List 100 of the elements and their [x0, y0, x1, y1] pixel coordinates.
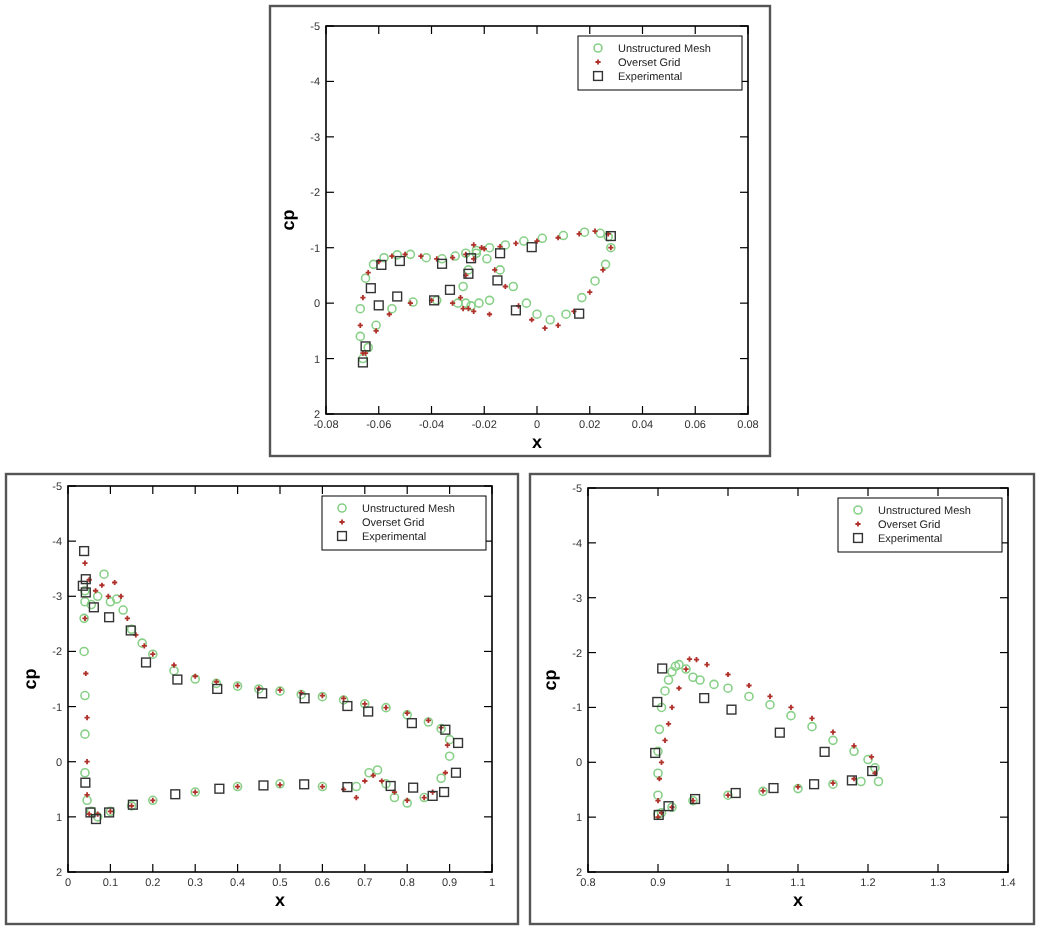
- point: [104, 612, 115, 623]
- point: [381, 778, 391, 789]
- point: [379, 252, 389, 263]
- point: [744, 691, 754, 702]
- point: [654, 724, 665, 735]
- point: [372, 765, 383, 775]
- point: [765, 699, 775, 710]
- point: [444, 734, 455, 745]
- point: [118, 605, 128, 615]
- point: [385, 780, 396, 792]
- point: [438, 786, 450, 798]
- point: [80, 729, 90, 739]
- point: [436, 773, 446, 784]
- point: [80, 597, 90, 607]
- point: [408, 782, 419, 793]
- point: [80, 690, 90, 701]
- point: [599, 266, 607, 274]
- point: [654, 797, 662, 805]
- point: [595, 228, 606, 239]
- point: [519, 236, 529, 246]
- point: [577, 292, 587, 303]
- point: [365, 283, 376, 294]
- point: [703, 661, 711, 669]
- point: [600, 259, 611, 270]
- point: [373, 300, 384, 311]
- point: [458, 281, 468, 292]
- point: [533, 237, 541, 245]
- point: [388, 252, 396, 260]
- point: [561, 309, 571, 320]
- point: [387, 303, 397, 314]
- point: [667, 666, 677, 677]
- point: [484, 295, 495, 306]
- point: [545, 314, 555, 325]
- point: [371, 320, 381, 331]
- point: [819, 746, 830, 757]
- point: [342, 781, 353, 793]
- point: [452, 737, 464, 749]
- point: [77, 580, 88, 591]
- point: [214, 783, 225, 794]
- point: [359, 294, 367, 302]
- point: [661, 736, 669, 744]
- point: [465, 253, 477, 264]
- point: [389, 792, 400, 803]
- point: [590, 276, 600, 286]
- point: [500, 240, 511, 250]
- point: [873, 776, 884, 787]
- point: [170, 789, 181, 800]
- point: [342, 700, 353, 712]
- point: [574, 308, 585, 319]
- point: [169, 665, 179, 676]
- x-axis-title: x: [792, 890, 804, 910]
- point: [453, 298, 463, 308]
- point: [79, 646, 89, 657]
- y-axis-title: cp: [540, 668, 560, 691]
- point: [709, 679, 719, 690]
- point: [140, 657, 152, 668]
- point: [470, 241, 478, 249]
- point: [674, 659, 684, 670]
- point: [695, 675, 705, 685]
- point: [79, 545, 90, 557]
- point: [863, 754, 873, 765]
- point: [508, 281, 519, 292]
- point: [482, 254, 492, 264]
- point: [807, 721, 817, 732]
- point: [437, 254, 447, 264]
- point: [105, 597, 116, 607]
- point: [768, 782, 779, 794]
- point: [521, 298, 532, 308]
- point: [406, 718, 417, 729]
- point: [117, 592, 125, 600]
- point: [170, 661, 178, 669]
- point: [172, 674, 183, 685]
- point: [809, 779, 820, 790]
- point: [80, 777, 91, 788]
- point: [405, 249, 416, 260]
- point: [355, 331, 366, 342]
- point: [427, 790, 438, 801]
- point: [726, 704, 737, 715]
- point: [579, 227, 590, 237]
- point: [82, 795, 92, 806]
- point: [532, 309, 542, 320]
- point: [494, 248, 506, 259]
- point: [652, 696, 663, 708]
- point: [492, 275, 503, 286]
- point: [450, 767, 462, 778]
- point: [360, 273, 371, 283]
- point: [510, 305, 521, 316]
- point: [774, 727, 785, 738]
- point: [656, 702, 667, 713]
- point: [83, 714, 91, 722]
- x-axis-title: x: [531, 432, 543, 452]
- point: [417, 252, 425, 260]
- point: [92, 591, 103, 602]
- point: [660, 686, 670, 696]
- point: [257, 688, 268, 699]
- point: [444, 751, 455, 761]
- point: [258, 780, 269, 791]
- point: [81, 559, 89, 567]
- point: [512, 239, 520, 247]
- point: [80, 574, 91, 585]
